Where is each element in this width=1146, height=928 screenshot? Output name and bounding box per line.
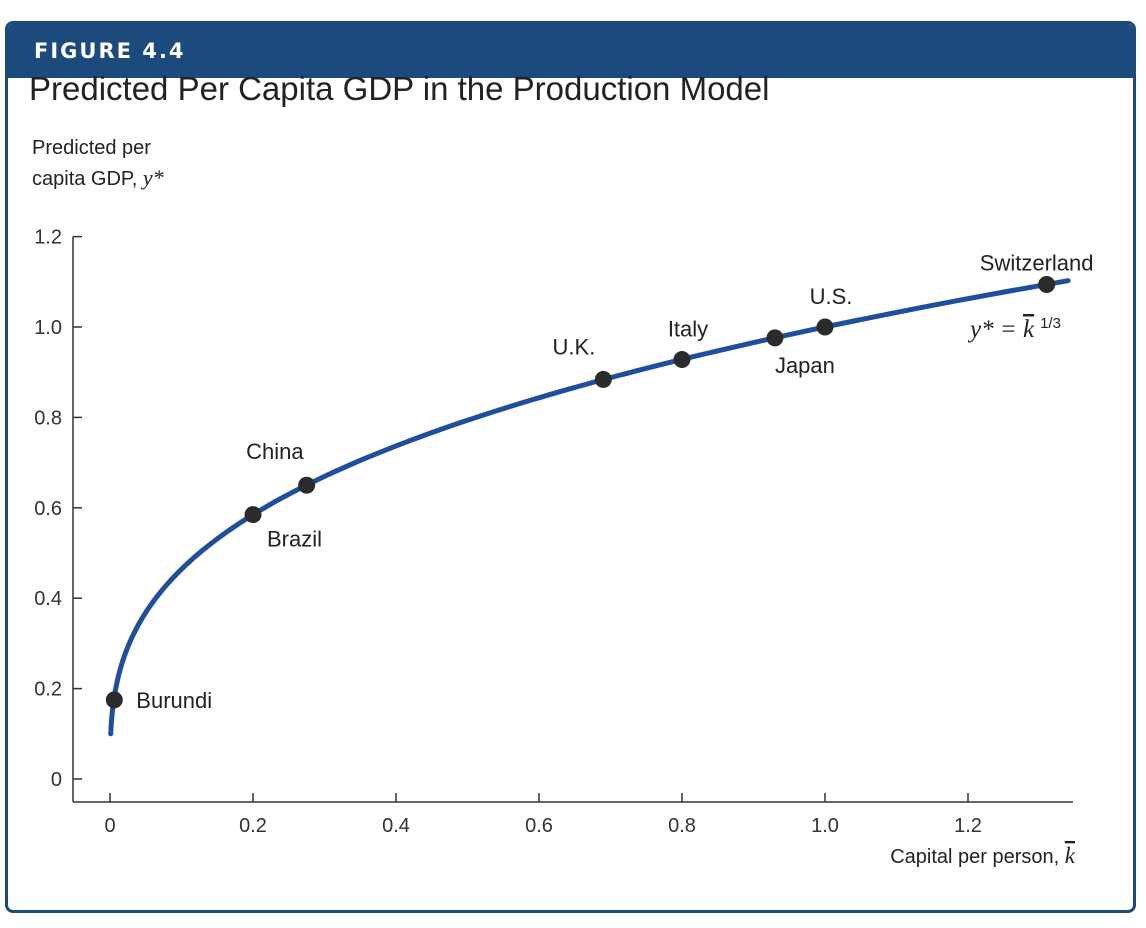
x-axis-label: Capital per person, k — [890, 843, 1076, 868]
y-tick-label: 0.6 — [34, 498, 62, 520]
figure-frame: FIGURE 4.4 — [5, 21, 1136, 913]
figure-label: FIGURE 4.4 — [34, 39, 186, 63]
point-labels: Burundi Brazil China U.K. Italy Japan U.S. Swit… — [136, 251, 1093, 713]
point-china — [298, 476, 316, 494]
label-brazil: Brazil — [267, 527, 322, 552]
equation-label: y* = k 1/3 — [967, 315, 1061, 343]
label-china: China — [246, 439, 304, 464]
label-uk: U.K. — [553, 334, 596, 359]
label-us: U.S. — [810, 284, 853, 309]
point-japan — [766, 329, 784, 347]
point-italy — [673, 351, 691, 369]
equation-lhs: y* = — [967, 316, 1023, 343]
y-tick-label: 1.2 — [34, 227, 62, 249]
production-curve — [108, 278, 1071, 737]
x-axis-label-text: Capital per person, — [890, 846, 1065, 868]
y-tick-label: 0.4 — [34, 588, 62, 610]
x-tick-label: 1.2 — [954, 815, 982, 837]
x-tick-label: 0.6 — [525, 815, 553, 837]
equation-exponent: 1/3 — [1040, 315, 1061, 332]
chart-title: Predicted Per Capita GDP in the Producti… — [29, 70, 770, 107]
point-burundi — [105, 691, 123, 709]
y-axis-label: Predicted per capita GDP, y* — [32, 134, 164, 194]
equation-variable: k — [1023, 316, 1035, 343]
y-axis-label-variable: y* — [142, 165, 164, 190]
x-tick-label: 0.4 — [382, 815, 410, 837]
point-us — [816, 318, 834, 336]
point-uk — [594, 370, 612, 388]
label-japan: Japan — [775, 353, 835, 378]
y-tick-label: 0 — [51, 769, 62, 791]
label-switzerland: Switzerland — [980, 251, 1094, 276]
data-points — [105, 276, 1056, 709]
y-tick-label: 1.0 — [34, 317, 62, 339]
y-tick-label: 0.8 — [34, 407, 62, 429]
point-brazil — [244, 506, 262, 524]
x-tick-label: 0.2 — [239, 815, 267, 837]
label-italy: Italy — [668, 317, 708, 342]
y-axis-label-line1: Predicted per — [32, 137, 151, 159]
y-axis-label-line2: capita GDP, — [32, 168, 143, 190]
figure-banner: FIGURE 4.4 — [8, 24, 1133, 78]
point-switzerland — [1038, 276, 1056, 294]
axes: 0 0.2 0.4 0.6 0.8 1.0 1.2 0 0.2 0.4 0.6 0.8 1.0 1.2 — [34, 227, 1073, 837]
x-tick-label: 1.0 — [811, 815, 839, 837]
y-tick-label: 0.2 — [34, 679, 62, 701]
label-burundi: Burundi — [136, 688, 212, 713]
x-tick-label: 0 — [104, 815, 115, 837]
x-axis-label-variable: k — [1065, 843, 1076, 868]
x-tick-label: 0.8 — [668, 815, 696, 837]
